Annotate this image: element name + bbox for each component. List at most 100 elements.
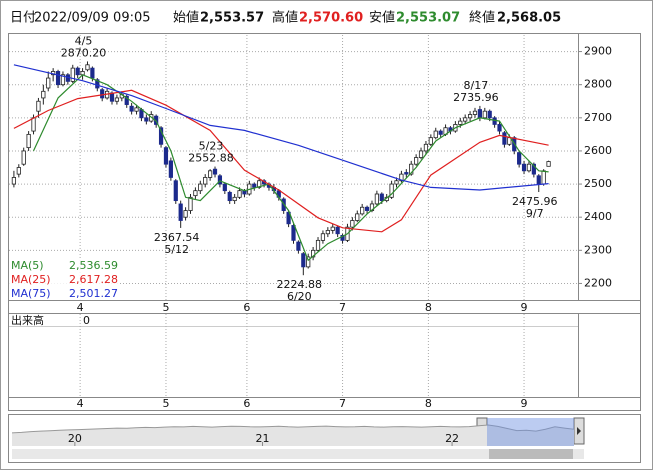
candle-body xyxy=(409,163,414,175)
candle-body xyxy=(526,163,532,172)
handle-arrow xyxy=(577,427,581,435)
header-low: 2,553.07 xyxy=(396,11,460,26)
ma-line xyxy=(32,74,549,262)
y-tick-label: 2900 xyxy=(584,45,612,58)
candle-body xyxy=(492,117,497,125)
legend-box xyxy=(9,258,120,300)
candle-body xyxy=(315,239,321,251)
header-high: 2,570.60 xyxy=(299,11,363,26)
annotation-price: 2475.96 xyxy=(512,195,558,208)
candle-body xyxy=(296,241,301,251)
legend-name: MA(75) xyxy=(11,287,51,300)
candle-body xyxy=(463,117,468,122)
candle-body xyxy=(198,183,203,192)
candle-body xyxy=(36,100,41,112)
header-open: 2,553.57 xyxy=(200,11,264,26)
candle-body xyxy=(257,180,262,188)
candle-body xyxy=(252,183,257,188)
candle-body xyxy=(335,226,340,235)
candle-body xyxy=(85,64,90,71)
candle-body xyxy=(438,130,443,135)
x-tick-label: 6 xyxy=(243,397,250,410)
candle-body xyxy=(70,67,75,82)
candle-body xyxy=(355,213,360,221)
header-label: 高値 xyxy=(272,10,298,26)
candle-body xyxy=(467,114,473,119)
candle-body xyxy=(227,191,232,202)
legend-value: 2,536.59 xyxy=(69,259,118,272)
candle-body xyxy=(423,143,429,152)
candle-body xyxy=(178,203,183,221)
candle-body xyxy=(306,256,311,268)
header-datetime: 2022/09/09 09:05 xyxy=(34,11,151,26)
candle-body xyxy=(320,233,326,241)
candle-body xyxy=(360,206,365,215)
candle-body xyxy=(330,226,335,231)
annotation-date: 6/20 xyxy=(287,290,312,303)
x-tick-label: 7 xyxy=(339,301,346,314)
candle-body xyxy=(109,92,115,102)
annotation-date: 4/5 xyxy=(75,34,93,47)
candle-body xyxy=(26,133,31,149)
y-tick-label: 2500 xyxy=(584,177,612,190)
header-close: 2,568.05 xyxy=(497,11,561,26)
candle-body xyxy=(414,157,419,165)
candle-body xyxy=(301,253,306,268)
candle-body xyxy=(374,193,379,205)
scrollbar-track[interactable] xyxy=(12,449,584,459)
candle-body xyxy=(60,74,66,86)
volume-label: 出来高 xyxy=(11,313,44,327)
candle-body xyxy=(325,230,330,235)
navigator-window xyxy=(487,418,574,446)
candle-body xyxy=(168,160,173,178)
candle-body xyxy=(16,167,21,175)
candle-body xyxy=(114,97,120,102)
candle-body xyxy=(183,210,188,218)
legend-value: 2,617.28 xyxy=(69,273,118,286)
ma-line xyxy=(13,64,549,191)
candle-body xyxy=(291,225,296,241)
annotation-price: 2367.54 xyxy=(154,231,200,244)
candle-body xyxy=(428,137,433,145)
candle-body xyxy=(389,183,394,198)
x-tick-label: 7 xyxy=(339,397,346,410)
x-tick-label: 5 xyxy=(162,301,169,314)
candle-body xyxy=(487,110,492,119)
candle-body xyxy=(340,235,345,241)
candle-body xyxy=(11,177,17,185)
volume-value: 0 xyxy=(83,314,90,327)
candle-body xyxy=(364,206,370,211)
candle-body xyxy=(208,170,213,178)
candle-body xyxy=(379,193,384,202)
candle-body xyxy=(433,130,438,139)
header-label: 日付 xyxy=(10,11,36,26)
y-tick-label: 2800 xyxy=(584,78,612,91)
header-label: 終値 xyxy=(469,10,495,26)
candle-body xyxy=(404,172,409,175)
header-label: 始値 xyxy=(173,10,199,26)
candle-body xyxy=(193,190,198,197)
annotation-price: 2735.96 xyxy=(453,91,499,104)
header-label: 安値 xyxy=(369,10,395,26)
candle-body xyxy=(546,161,551,167)
candle-body xyxy=(31,117,36,132)
candle-body xyxy=(497,124,502,132)
x-tick-label: 4 xyxy=(77,301,84,314)
candle-body xyxy=(217,175,223,185)
candle-body xyxy=(203,177,208,185)
candle-body xyxy=(311,249,316,258)
candle-body xyxy=(41,90,46,99)
candle-body xyxy=(418,150,424,158)
candle-body xyxy=(502,132,507,145)
candle-body xyxy=(188,196,193,211)
annotation-price: 2552.88 xyxy=(188,152,234,165)
candle-body xyxy=(100,89,105,99)
annotation-date: 9/7 xyxy=(526,207,544,220)
annotation-price: 2870.20 xyxy=(61,46,107,59)
candle-body xyxy=(531,163,536,175)
scrollbar-thumb[interactable] xyxy=(489,449,573,459)
x-tick-label: 4 xyxy=(77,397,84,410)
candle-body xyxy=(536,175,541,185)
annotation-price: 2224.88 xyxy=(277,278,323,291)
candle-body xyxy=(134,107,139,112)
